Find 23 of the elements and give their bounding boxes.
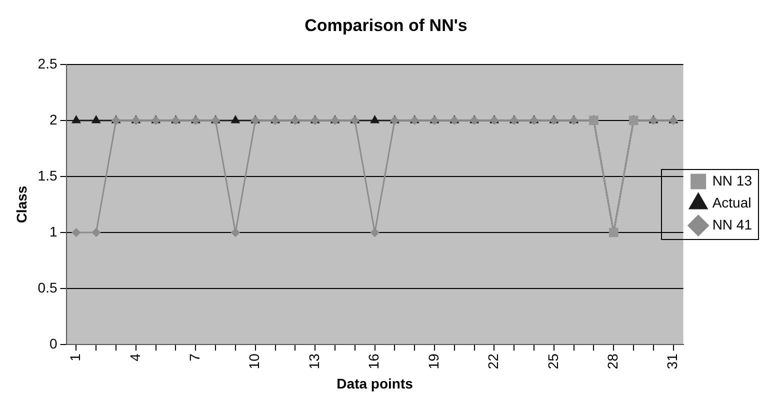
x-tick-label: 28 [604,353,621,370]
y-tick-label: 2 [49,111,58,128]
x-axis-title: Data points [336,375,414,392]
x-tick-label: 16 [366,353,382,370]
x-tick-label: 10 [246,353,262,370]
x-tick-label: 25 [544,353,561,370]
x-tick-label: 13 [306,353,322,370]
x-tick-label: 19 [425,353,442,370]
y-tick-label: 0 [49,335,58,352]
legend-label: Actual [712,194,752,210]
x-tick-label: 4 [126,353,143,362]
x-tick-label: 7 [186,353,203,362]
x-tick-label: 31 [664,353,680,370]
chart-title: Comparison of NN's [304,16,468,35]
y-tick-label: 2.5 [38,55,58,72]
x-tick-label: 22 [485,353,502,370]
y-axis-title: Class [13,186,30,224]
legend-label: NN 41 [712,216,752,232]
y-tick-label: 1 [49,223,58,240]
y-tick-label: 0.5 [38,279,58,296]
y-tick-label: 1.5 [38,167,58,184]
x-tick-label: 1 [67,353,84,362]
legend-label: NN 13 [712,172,752,188]
